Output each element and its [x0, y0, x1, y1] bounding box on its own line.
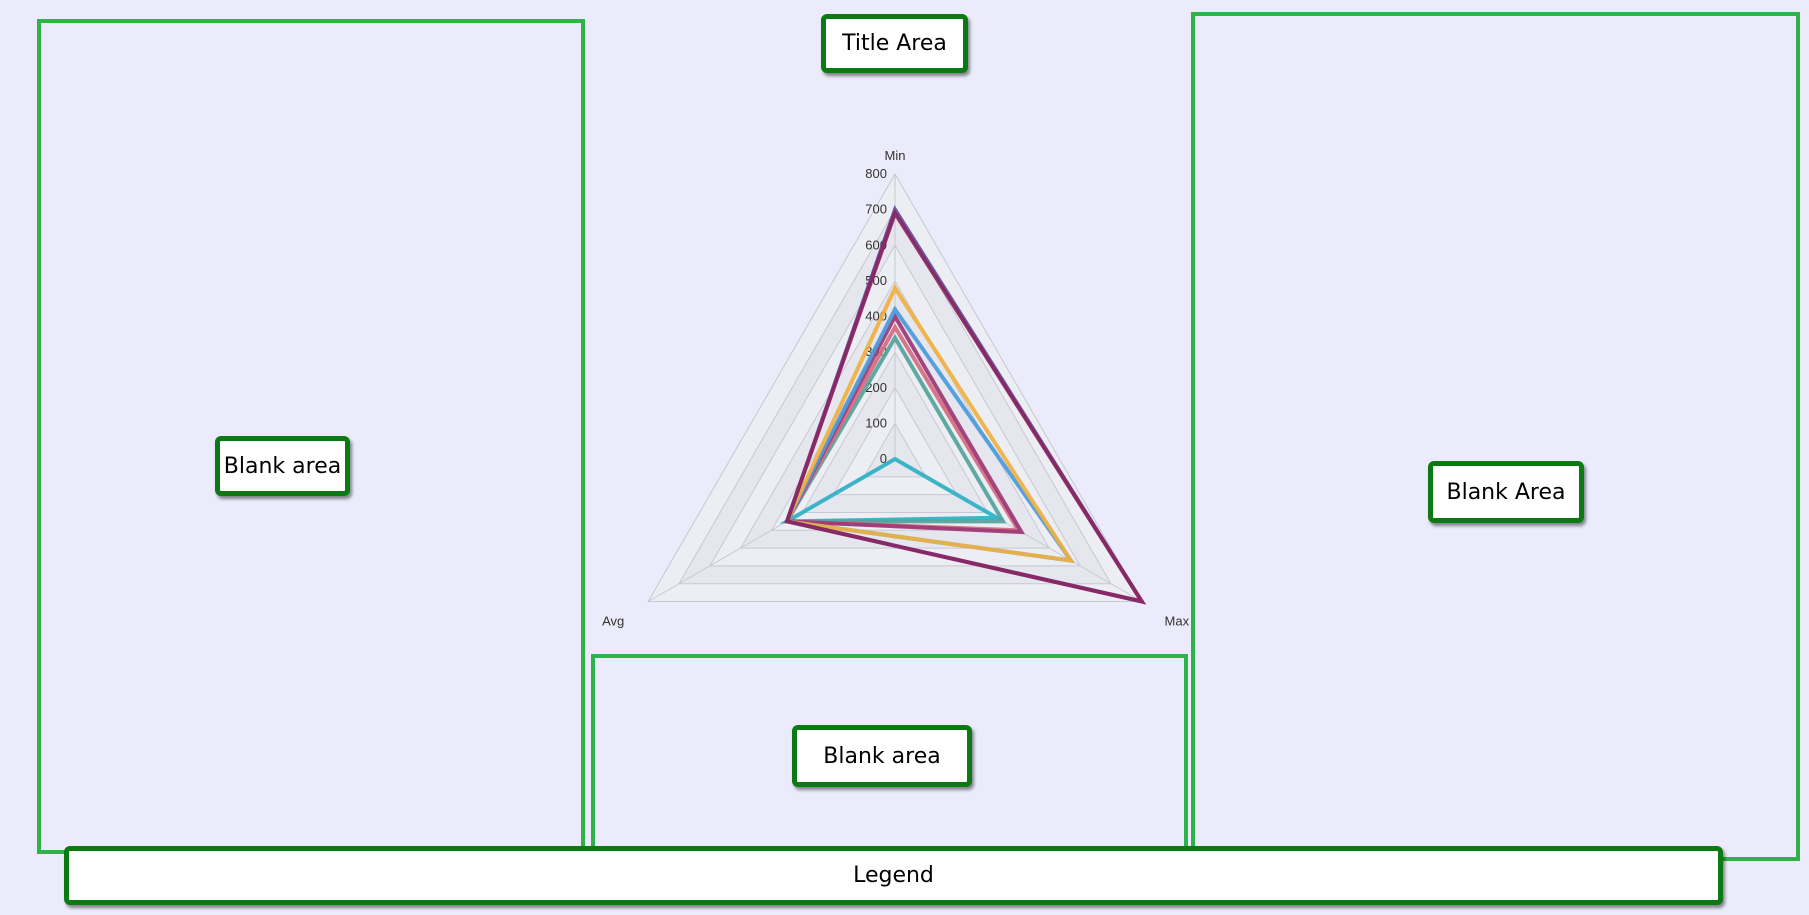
title-area-label: Title Area	[821, 14, 968, 73]
series-line-2	[783, 333, 1007, 524]
axis-labels: Min Max Avg	[602, 148, 1189, 629]
tick-label: 800	[865, 166, 887, 181]
axis-label-min: Min	[885, 148, 906, 163]
blank-area-left-label: Blank area	[215, 436, 350, 496]
series-line-8	[784, 208, 1147, 605]
series-line-6	[784, 283, 1075, 564]
tick-label: 700	[865, 202, 887, 217]
tick-label: 0	[880, 451, 887, 466]
blank-area-right-label: Blank Area	[1428, 461, 1584, 523]
series-lines	[779, 205, 1147, 605]
blank-region-right	[1191, 12, 1800, 861]
legend-label: Legend	[64, 846, 1723, 905]
axis-label-max: Max	[1165, 614, 1190, 629]
blank-area-bottom-label: Blank area	[792, 725, 972, 787]
axis-label-avg: Avg	[602, 614, 624, 629]
tick-label: 100	[865, 415, 887, 430]
tick-label: 200	[865, 380, 887, 395]
